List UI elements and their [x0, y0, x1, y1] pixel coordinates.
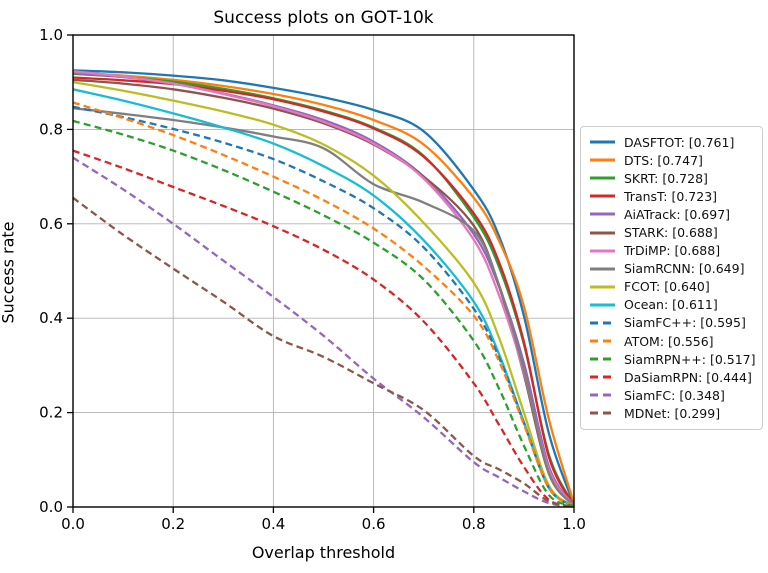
series-curve-DaSiamRPN: [73, 149, 574, 507]
legend-item-Ocean: Ocean: [0.611]: [589, 296, 754, 314]
legend-swatch-DaSiamRPN: [590, 375, 615, 379]
x-tick-label: 0.6: [362, 515, 386, 533]
legend-label: DASFTOT: [0.761]: [624, 134, 735, 150]
series-curve-SiamRCNN: [73, 107, 574, 507]
x-tick-label: 0.4: [261, 515, 285, 533]
legend-swatch-SiamRCNN: [590, 267, 615, 271]
y-tick-label: 0.6: [39, 215, 63, 233]
legend-label: SiamRCNN: [0.649]: [624, 261, 745, 277]
y-tick-label: 1.0: [39, 26, 63, 44]
y-tick-label: 0.2: [39, 404, 63, 422]
legend-label: DTS: [0.747]: [624, 152, 703, 168]
legend-item-SiamFC: SiamFC: [0.348]: [589, 386, 754, 404]
series-curve-DASFTOT: [73, 69, 574, 505]
legend-label: TrDiMP: [0.688]: [624, 243, 721, 259]
y-tick-label: 0.8: [39, 120, 63, 138]
series-curve-ATOM: [73, 101, 574, 507]
legend-swatch-Ocean: [590, 303, 615, 307]
legend-swatch-ATOM: [590, 339, 615, 343]
legend-item-SiamRCNN: SiamRCNN: [0.649]: [589, 260, 754, 278]
legend-item-SiamRPN++: SiamRPN++: [0.517]: [589, 350, 756, 368]
legend-label: SiamFC: [0.348]: [624, 387, 725, 403]
legend: DASFTOT: [0.761] DTS: [0.747] SKRT: [0.728…: [580, 126, 763, 430]
chart-title: Success plots on GOT-10k: [213, 8, 434, 28]
series-curve-FCOT: [73, 81, 574, 507]
legend-item-FCOT: FCOT: [0.640]: [589, 278, 754, 296]
legend-label: SiamRPN++: [0.517]: [624, 351, 756, 367]
series-curve-AiATrack: [73, 71, 574, 507]
legend-swatch-AiATrack: [590, 212, 615, 216]
legend-label: Ocean: [0.611]: [624, 297, 718, 313]
series-curve-SiamFC: [73, 156, 574, 507]
series-curve-DTS: [73, 71, 574, 504]
legend-item-DASFTOT: DASFTOT: [0.761]: [589, 133, 754, 151]
series-curve-TransT: [73, 76, 574, 506]
legend-item-MDNet: MDNet: [0.299]: [589, 404, 754, 422]
x-tick-label: 0.8: [462, 515, 486, 533]
series-curve-SiamFC++: [73, 105, 574, 507]
legend-item-AiATrack: AiATrack: [0.697]: [589, 205, 754, 223]
legend-item-TrDiMP: TrDiMP: [0.688]: [589, 242, 754, 260]
legend-swatch-DASFTOT: [590, 140, 615, 144]
legend-swatch-TransT: [590, 194, 615, 198]
legend-item-SKRT: SKRT: [0.728]: [589, 169, 754, 187]
legend-swatch-SiamFC++: [590, 321, 615, 325]
axes-spines: [72, 34, 575, 508]
legend-label: DaSiamRPN: [0.444]: [624, 369, 752, 385]
legend-label: FCOT: [0.640]: [624, 279, 710, 295]
legend-label: MDNet: [0.299]: [624, 405, 721, 421]
legend-item-TransT: TransT: [0.723]: [589, 187, 754, 205]
legend-label: SKRT: [0.728]: [624, 170, 708, 186]
legend-label: STARK: [0.688]: [624, 225, 718, 241]
legend-swatch-STARK: [590, 231, 615, 235]
legend-swatch-SKRT: [590, 176, 615, 180]
legend-item-ATOM: ATOM: [0.556]: [589, 332, 754, 350]
legend-swatch-SiamFC: [590, 393, 615, 397]
x-axis-label: Overlap threshold: [251, 543, 396, 562]
series-curve-SiamRPN++: [73, 119, 574, 507]
y-tick-label: 0.4: [39, 309, 63, 327]
legend-swatch-SiamRPN++: [590, 357, 615, 361]
legend-swatch-FCOT: [590, 285, 615, 289]
legend-swatch-DTS: [590, 158, 615, 162]
legend-swatch-MDNet: [590, 411, 615, 415]
y-tick-label: 0.0: [39, 498, 63, 516]
x-tick-label: 0.2: [161, 515, 185, 533]
legend-item-DaSiamRPN: DaSiamRPN: [0.444]: [589, 368, 754, 386]
y-axis-label: Success rate: [0, 221, 18, 324]
legend-swatch-TrDiMP: [590, 249, 615, 253]
legend-label: ATOM: [0.556]: [624, 333, 714, 349]
legend-label: SiamFC++: [0.595]: [624, 315, 746, 331]
legend-item-STARK: STARK: [0.688]: [589, 223, 754, 241]
legend-item-SiamFC++: SiamFC++: [0.595]: [589, 314, 754, 332]
legend-item-DTS: DTS: [0.747]: [589, 151, 754, 169]
legend-label: TransT: [0.723]: [624, 188, 718, 204]
x-tick-label: 1.0: [562, 515, 586, 533]
x-tick-label: 0.0: [61, 515, 85, 533]
legend-label: AiATrack: [0.697]: [624, 206, 731, 222]
